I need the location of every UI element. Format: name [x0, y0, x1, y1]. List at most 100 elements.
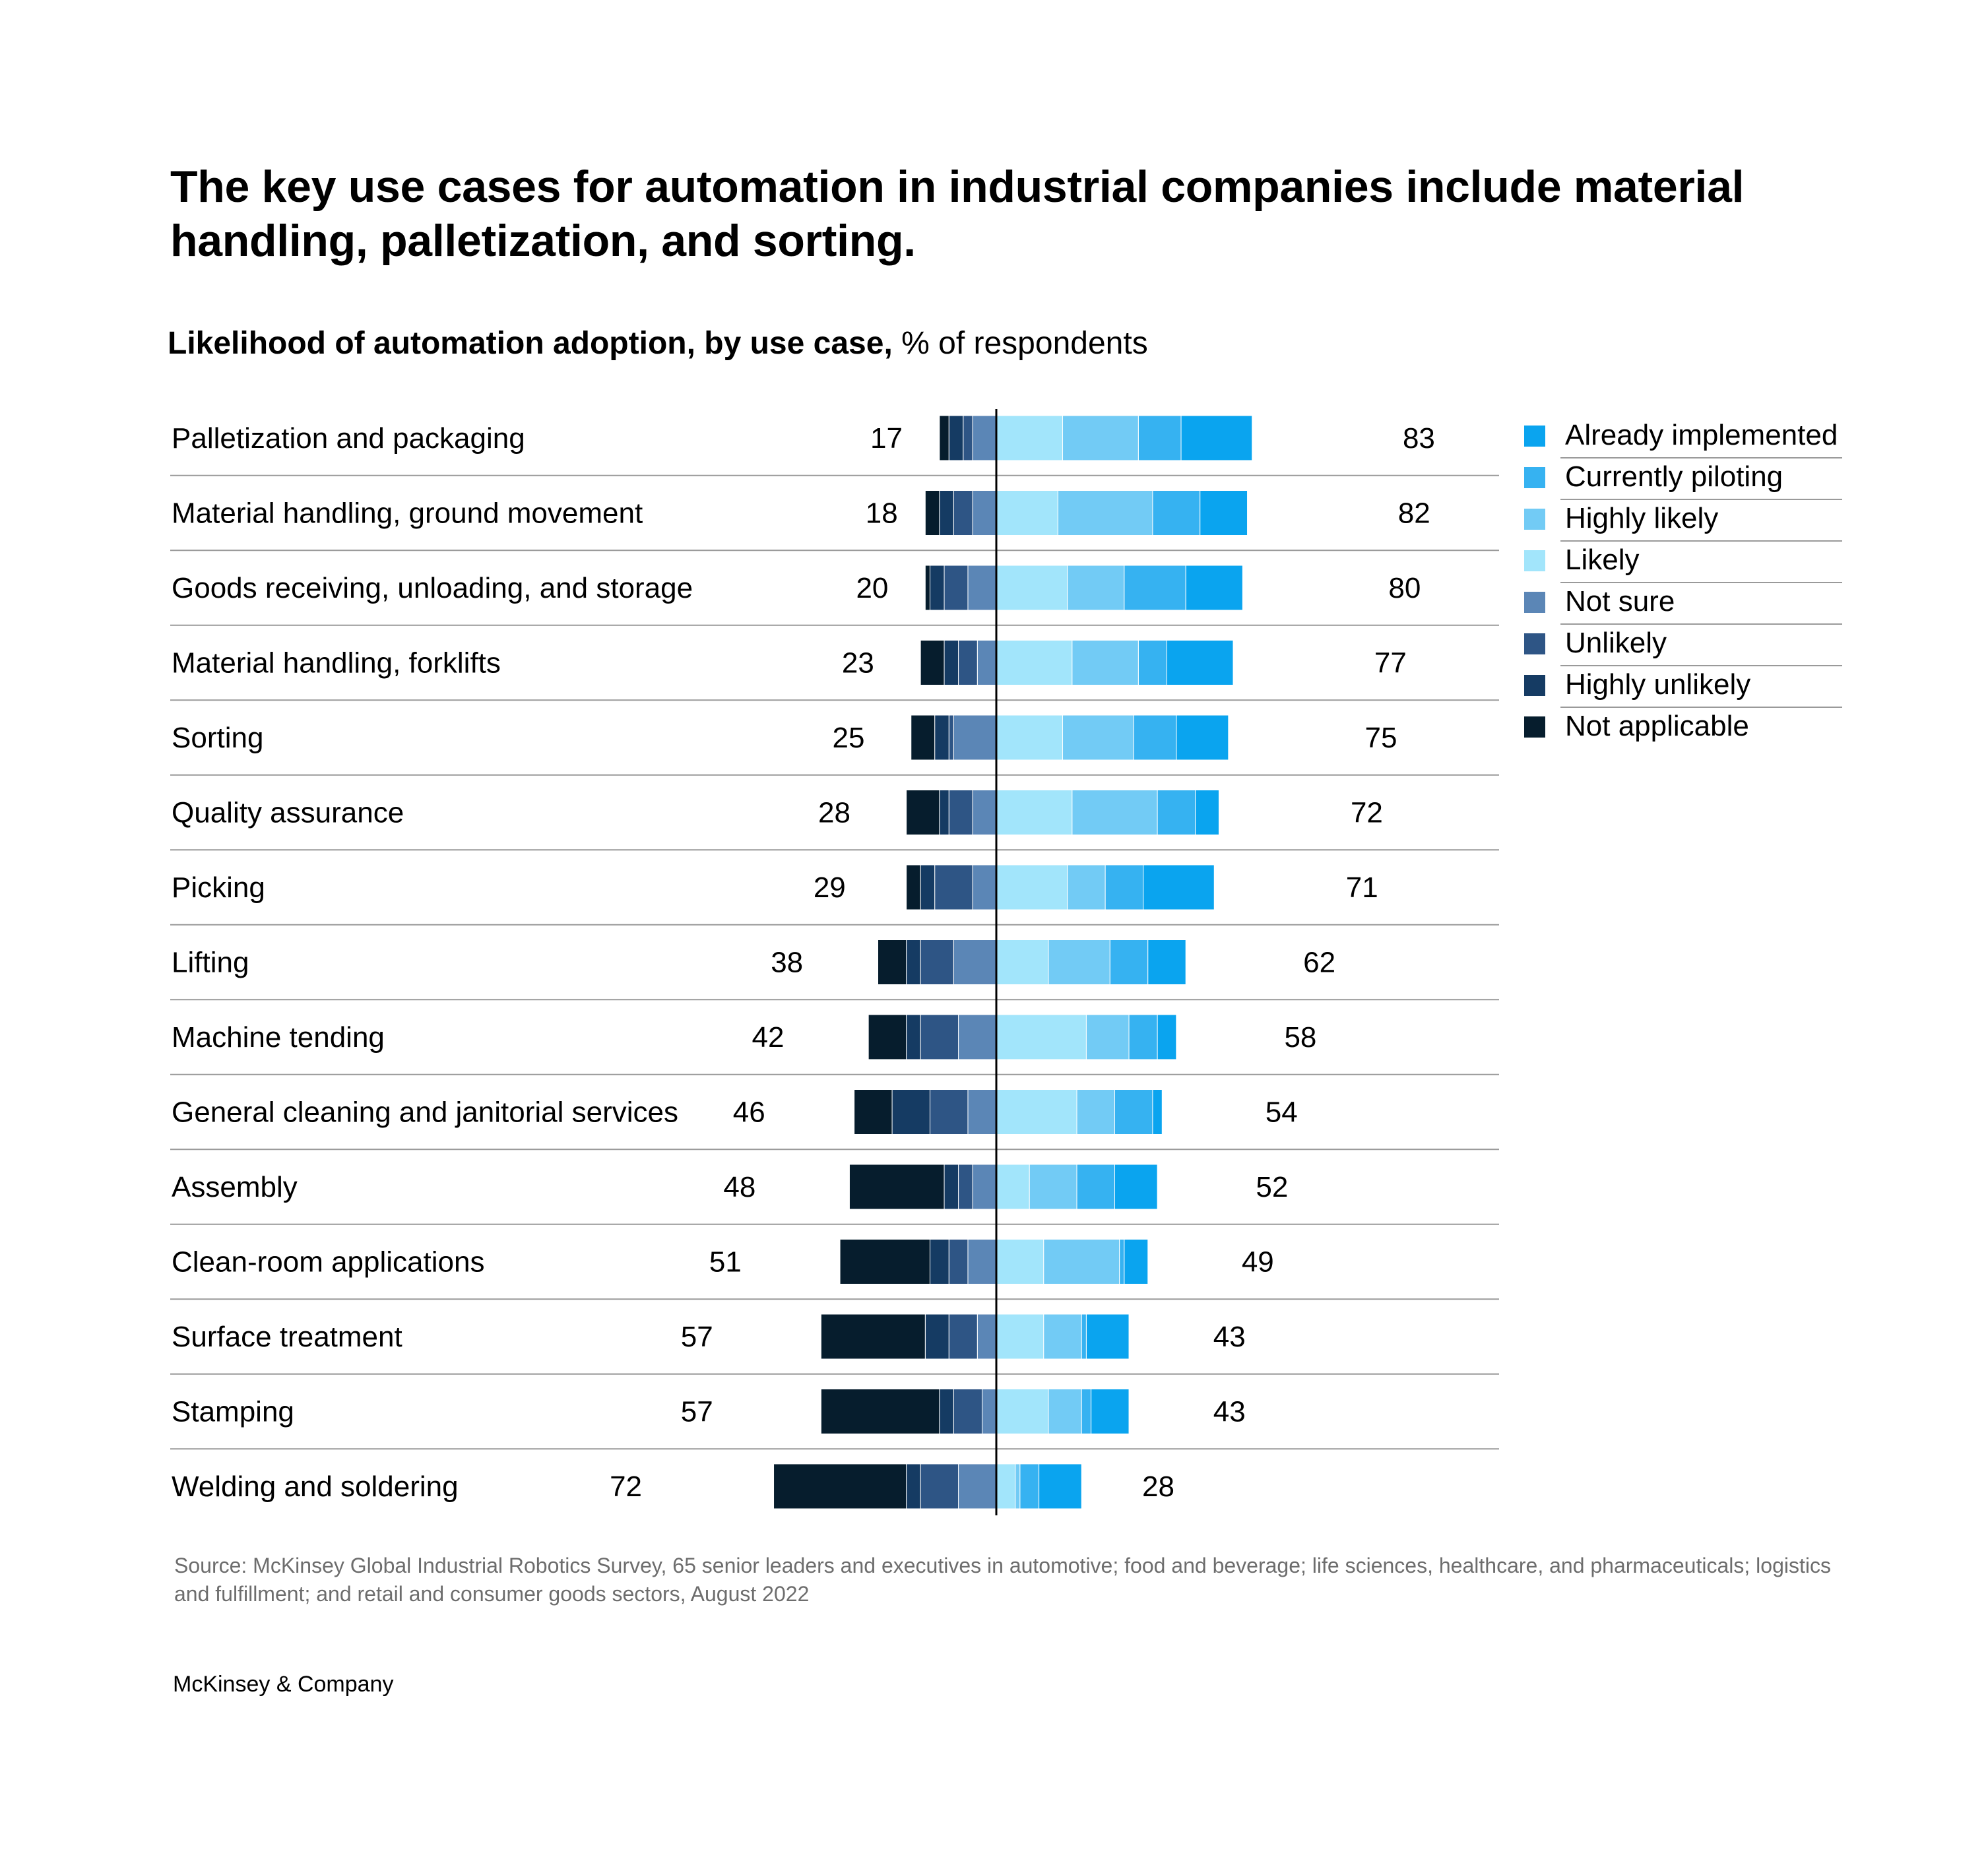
bar-highly-likely — [1067, 565, 1125, 611]
category-label-stamping: Stamping — [172, 1396, 294, 1428]
bar-not-sure — [972, 790, 997, 835]
bar-highly-unlikely — [948, 415, 964, 461]
bar-not-applicable — [773, 1463, 907, 1509]
brand-footer: McKinsey & Company — [173, 1672, 394, 1697]
bar-likely — [996, 939, 1049, 985]
negative-total-label: 57 — [681, 1321, 713, 1353]
bar-currently-piloting — [1138, 640, 1167, 685]
negative-total-label: 57 — [681, 1396, 713, 1428]
subtitle-regular: % of respondents — [892, 326, 1148, 361]
legend-label-highly-unlikely: Highly unlikely — [1565, 668, 1750, 701]
bar-already-implemented — [1039, 1463, 1082, 1509]
bar-highly-unlikely — [944, 640, 959, 685]
bar-already-implemented — [1195, 790, 1219, 835]
bar-unlikely — [944, 565, 969, 611]
bar-not-applicable — [849, 1164, 945, 1210]
bar-likely — [996, 640, 1073, 685]
bar-not-sure — [967, 1089, 997, 1135]
bar-not-applicable — [868, 1014, 907, 1060]
category-label-general-cleaning-and-janitorial-services: General cleaning and janitorial services — [172, 1096, 678, 1129]
legend-swatch-currently-piloting — [1524, 467, 1545, 488]
positive-total-label: 43 — [1213, 1396, 1246, 1428]
negative-total-label: 23 — [842, 647, 874, 680]
bar-not-applicable — [920, 640, 945, 685]
bar-currently-piloting — [1105, 864, 1144, 910]
bar-highly-likely — [1043, 1239, 1120, 1284]
bar-unlikely — [948, 714, 954, 761]
negative-total-label: 28 — [818, 797, 850, 829]
negative-total-label: 38 — [771, 947, 803, 979]
bar-not-sure — [953, 939, 997, 985]
bar-currently-piloting — [1128, 1014, 1158, 1060]
bar-not-applicable — [924, 490, 940, 536]
bar-likely — [996, 864, 1068, 910]
positive-total-label: 75 — [1365, 722, 1397, 754]
bar-unlikely — [958, 1164, 973, 1210]
bar-not-applicable — [878, 939, 907, 985]
negative-total-label: 25 — [833, 722, 865, 754]
bar-already-implemented — [1091, 1389, 1130, 1434]
bar-not-sure — [972, 415, 997, 461]
negative-total-label: 46 — [733, 1096, 765, 1129]
bar-already-implemented — [1114, 1164, 1158, 1210]
legend-label-unlikely: Unlikely — [1565, 627, 1667, 659]
bar-not-sure — [967, 1239, 997, 1284]
bar-not-sure — [972, 490, 997, 536]
bar-unlikely — [920, 1014, 959, 1060]
bar-currently-piloting — [1109, 939, 1149, 985]
bar-highly-unlikely — [906, 1463, 921, 1509]
bar-not-sure — [972, 1164, 997, 1210]
bar-highly-likely — [1029, 1164, 1077, 1210]
legend-swatch-already-implemented — [1524, 426, 1545, 447]
bar-not-sure — [977, 1313, 997, 1360]
positive-total-label: 54 — [1266, 1096, 1298, 1129]
bar-highly-likely — [1048, 939, 1110, 985]
bar-not-applicable — [924, 565, 930, 611]
bar-highly-likely — [1072, 640, 1139, 685]
bar-likely — [996, 790, 1073, 835]
bar-not-applicable — [854, 1089, 893, 1135]
bar-currently-piloting — [1133, 714, 1177, 761]
positive-total-label: 43 — [1213, 1321, 1246, 1353]
bar-highly-likely — [1085, 1014, 1130, 1060]
bar-already-implemented — [1143, 864, 1215, 910]
bar-likely — [996, 1164, 1030, 1210]
legend-label-already-implemented: Already implemented — [1565, 419, 1838, 451]
bar-highly-unlikely — [934, 714, 949, 761]
negative-total-label: 48 — [723, 1171, 755, 1203]
bar-not-sure — [967, 565, 997, 611]
bar-highly-unlikely — [906, 939, 921, 985]
category-label-material-handling-ground-movement: Material handling, ground movement — [172, 497, 643, 530]
bar-likely — [996, 565, 1068, 611]
legend-label-currently-piloting: Currently piloting — [1565, 460, 1783, 493]
bar-unlikely — [934, 864, 973, 910]
bar-highly-unlikely — [944, 1164, 959, 1210]
category-label-quality-assurance: Quality assurance — [172, 797, 404, 829]
bar-currently-piloting — [1076, 1164, 1116, 1210]
category-label-lifting: Lifting — [172, 947, 249, 979]
bar-highly-unlikely — [929, 1239, 949, 1284]
positive-total-label: 80 — [1388, 572, 1421, 604]
positive-total-label: 58 — [1284, 1021, 1316, 1054]
legend-swatch-not-sure — [1524, 592, 1545, 613]
bar-unlikely — [953, 1389, 982, 1434]
bar-highly-likely — [1015, 1463, 1021, 1509]
legend-swatch-likely — [1524, 550, 1545, 571]
bar-already-implemented — [1185, 565, 1243, 611]
bar-highly-likely — [1062, 714, 1134, 761]
bar-not-sure — [981, 1389, 997, 1434]
legend-swatch-highly-unlikely — [1524, 675, 1545, 696]
bar-likely — [996, 714, 1064, 761]
bar-currently-piloting — [1114, 1089, 1153, 1135]
bar-highly-likely — [1062, 415, 1139, 461]
subtitle-bold: Likelihood of automation adoption, by us… — [168, 326, 893, 361]
bar-not-sure — [958, 1463, 997, 1509]
bar-currently-piloting — [1124, 565, 1186, 611]
positive-total-label: 49 — [1242, 1246, 1274, 1279]
legend-label-highly-likely: Highly likely — [1565, 502, 1718, 534]
bar-likely — [996, 1089, 1077, 1135]
chart-title: The key use cases for automation in indu… — [170, 162, 1745, 266]
legend-label-likely: Likely — [1565, 544, 1640, 576]
bar-highly-likely — [1067, 864, 1106, 910]
